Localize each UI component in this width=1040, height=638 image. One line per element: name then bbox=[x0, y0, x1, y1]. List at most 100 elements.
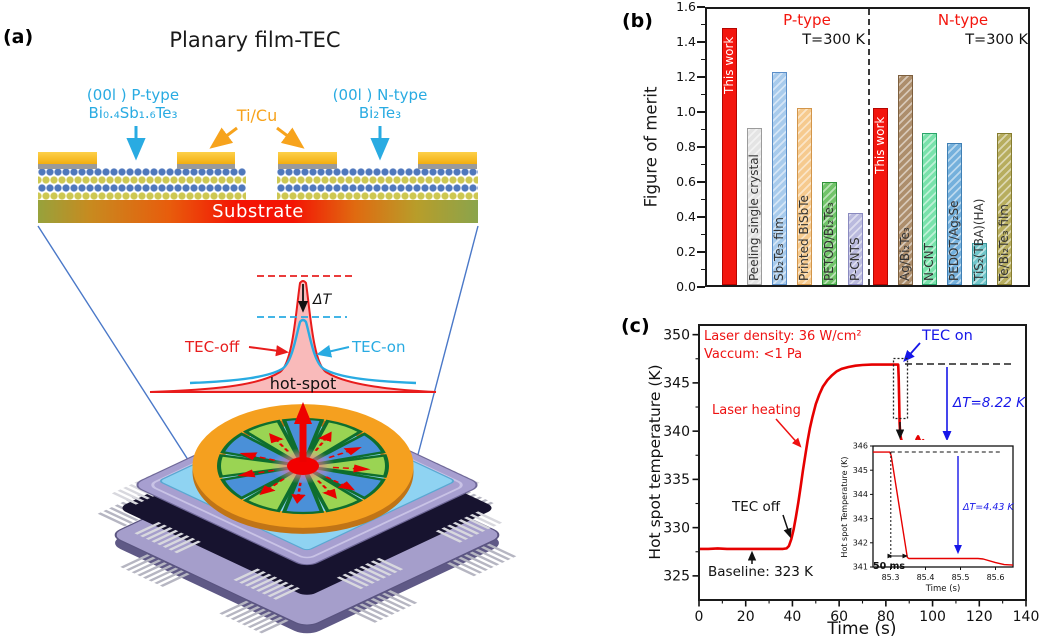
chip-pin bbox=[325, 421, 353, 435]
chip-pin bbox=[463, 516, 491, 530]
delta-t-inset-label: ΔT=4.43 K bbox=[962, 502, 1014, 513]
chip-pin bbox=[159, 572, 190, 587]
inset-y-axis-title: Hot spot Temperature (K) bbox=[840, 456, 849, 557]
ti-cu-arrow-left bbox=[209, 126, 238, 149]
chip-pin bbox=[353, 606, 384, 621]
panel-c-line-chart: (c) 0 20 40 60 80 100 120 140 325 330 335 340 345 35… bbox=[620, 310, 1040, 638]
chip-pin bbox=[267, 584, 295, 598]
b-y-tick-mark bbox=[697, 146, 705, 148]
chip-pin bbox=[336, 426, 364, 440]
panel-b-tag: (b) bbox=[622, 10, 653, 32]
chip-pin bbox=[336, 576, 364, 590]
chip-pin bbox=[256, 579, 283, 592]
chip-pin bbox=[387, 590, 418, 605]
group-divider bbox=[868, 9, 870, 285]
heat-flow-arrow bbox=[259, 478, 285, 496]
b-y-tick-label: 0.0 bbox=[676, 279, 696, 294]
chip-pin bbox=[250, 426, 278, 440]
tec-off-arrow bbox=[782, 514, 792, 539]
b-y-tick-mark bbox=[697, 41, 705, 43]
c-x-axis-title: Time (s) bbox=[826, 619, 896, 638]
pin-row bbox=[120, 554, 289, 634]
chip-pin bbox=[145, 476, 173, 489]
delta-t-main-label: ΔT=8.22 K bbox=[952, 395, 1026, 411]
c-y-tick-label: 350 bbox=[663, 327, 690, 343]
chip-pin bbox=[219, 600, 250, 615]
inset-y-tick-label: 341 bbox=[853, 563, 868, 572]
heat-flow-arrow bbox=[316, 480, 337, 499]
bar-n-cnt bbox=[922, 132, 938, 285]
chip-pin bbox=[273, 587, 300, 600]
chip-pin bbox=[111, 492, 139, 505]
inset-x-tick-label: 85.5 bbox=[952, 573, 970, 582]
tec-sector bbox=[242, 419, 305, 467]
bar-label: This work bbox=[722, 36, 736, 94]
b-y-tick-label: 1.4 bbox=[676, 34, 696, 49]
inset-plot: 85.3 85.4 85.5 85.6 341 342 343 344 345 346 Time… bbox=[832, 440, 1018, 594]
b-y-minor-tick bbox=[701, 233, 705, 236]
chip-pin bbox=[140, 478, 167, 492]
tec-sector bbox=[281, 417, 325, 467]
b-y-tick-label: 0.8 bbox=[676, 139, 696, 154]
panel-a-schematic: (a) Planary film-TEC (00l ) P-type Bi₀.₄… bbox=[3, 26, 517, 634]
chip-pin bbox=[331, 439, 361, 454]
chip-pin bbox=[430, 485, 460, 500]
bar-label: Ag/Bi₂Te₃ bbox=[897, 227, 912, 281]
c-y-axis-title: Hot spot temperature (K) bbox=[646, 364, 664, 559]
chip-pin bbox=[463, 501, 494, 516]
chip-pin bbox=[458, 519, 486, 532]
chip-pin bbox=[131, 559, 162, 574]
tec-wheel bbox=[192, 404, 414, 528]
chip-pin bbox=[125, 556, 156, 571]
chip-pin bbox=[447, 524, 474, 538]
chip-pin bbox=[236, 447, 266, 462]
ti-cu-pad bbox=[38, 152, 97, 169]
pin-row bbox=[134, 521, 300, 600]
chip-pin bbox=[213, 457, 244, 472]
chip-pin bbox=[247, 614, 278, 629]
chip-pin bbox=[114, 504, 145, 519]
chip-pin bbox=[137, 562, 167, 577]
c-plot-frame bbox=[698, 324, 1027, 601]
pin-row bbox=[336, 511, 503, 590]
baseline-annotation: Baseline: 323 K bbox=[708, 564, 814, 580]
tec-off-label: TEC-off bbox=[184, 338, 240, 356]
chip-pin bbox=[480, 546, 511, 561]
chip-pin bbox=[208, 460, 238, 475]
chip-pin bbox=[475, 511, 503, 524]
bar-ag-bi-te- bbox=[897, 75, 913, 285]
chip-pin bbox=[314, 416, 341, 429]
tec-off-arrow bbox=[248, 345, 289, 357]
tec-on-label: TEC-on bbox=[351, 338, 406, 356]
chip-pins-upper bbox=[111, 416, 503, 600]
substrate-label: Substrate bbox=[212, 201, 304, 222]
tec-sector bbox=[302, 454, 389, 478]
b-y-tick-label: 1.6 bbox=[676, 0, 696, 14]
chip-pin bbox=[131, 496, 162, 511]
chip-pin bbox=[250, 576, 278, 590]
chip-pin bbox=[441, 491, 472, 506]
bar-label: N-CNT bbox=[922, 243, 937, 281]
n-type-temperature-note: T=300 K bbox=[965, 32, 1028, 48]
panel-a-title: Planary film-TEC bbox=[169, 28, 341, 52]
chip-pin bbox=[447, 493, 477, 508]
chip-package-rim bbox=[151, 411, 463, 559]
chip-pin bbox=[128, 484, 156, 497]
bar-pedot-ag-se bbox=[947, 143, 963, 285]
b-y-tick-label: 0.2 bbox=[676, 244, 696, 259]
chip-pin bbox=[342, 573, 370, 587]
hot-spot-glow bbox=[271, 448, 335, 484]
inset-x-tick-label: 85.4 bbox=[917, 573, 935, 582]
zoom-region-box bbox=[892, 357, 909, 420]
chip-pin bbox=[97, 512, 128, 527]
chip-shadow bbox=[115, 452, 499, 634]
chip-pin bbox=[452, 559, 483, 574]
c-x-axis-ticks: 0 20 40 60 80 100 120 140 bbox=[695, 600, 1039, 625]
chip-pin bbox=[359, 452, 390, 467]
hot-spot-sketch: ΔT TEC-off TEC-on hot-spot bbox=[149, 275, 437, 393]
inset-x-tick-label: 85.3 bbox=[882, 573, 900, 582]
tec-sector bbox=[217, 454, 304, 478]
tec-sector bbox=[301, 464, 386, 500]
laser-heating-arrow bbox=[775, 418, 802, 448]
b-y-tick-label: 0.6 bbox=[676, 174, 696, 189]
